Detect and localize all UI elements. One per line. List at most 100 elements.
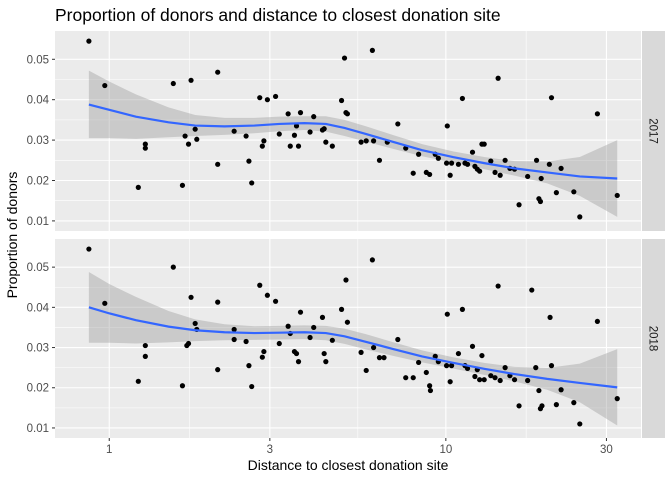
- data-point: [215, 367, 221, 373]
- data-point: [381, 355, 387, 361]
- data-point: [516, 403, 522, 409]
- data-point: [539, 403, 545, 409]
- data-point: [525, 173, 531, 180]
- y-tick-label: 0.02: [27, 175, 49, 187]
- data-point: [614, 192, 620, 199]
- facet-panels: 0.01 0.02 0.03 0.04 0.05 2017 0.01 0.02 0.03 0.04…: [27, 31, 665, 438]
- data-point: [102, 300, 108, 306]
- y-tick-label: 0.01: [27, 216, 49, 228]
- data-point: [577, 421, 583, 427]
- data-point: [443, 160, 450, 166]
- data-point: [307, 129, 313, 135]
- data-point: [264, 97, 270, 103]
- data-point: [338, 306, 345, 312]
- data-point: [553, 190, 559, 196]
- data-point: [215, 69, 221, 75]
- data-point: [497, 172, 503, 178]
- data-point: [276, 340, 282, 347]
- data-point: [243, 338, 249, 345]
- data-point: [577, 214, 583, 220]
- data-point: [427, 171, 433, 178]
- data-point: [341, 55, 348, 61]
- y-tick-label: 0.03: [27, 135, 49, 147]
- data-point: [495, 75, 501, 81]
- data-point: [287, 143, 293, 149]
- data-point: [194, 136, 200, 142]
- data-point: [307, 334, 313, 341]
- data-point: [477, 377, 483, 383]
- data-point: [571, 189, 577, 195]
- data-point: [338, 97, 345, 104]
- data-point: [261, 348, 267, 355]
- data-point: [492, 375, 498, 381]
- facet-strip-label: 2017: [647, 118, 659, 144]
- data-point: [170, 264, 176, 270]
- data-point: [395, 121, 401, 127]
- data-point: [548, 95, 555, 101]
- y-tick-label: 0.05: [27, 262, 49, 274]
- data-point: [188, 294, 194, 300]
- panel-background: [55, 31, 641, 231]
- data-point: [459, 95, 466, 102]
- data-point: [410, 375, 416, 381]
- data-point: [182, 133, 188, 139]
- data-point: [594, 111, 601, 117]
- data-point: [435, 155, 441, 161]
- data-point: [376, 157, 383, 163]
- data-point: [285, 111, 291, 117]
- data-point: [558, 165, 564, 171]
- data-point: [259, 143, 265, 149]
- y-tick-label: 0.04: [27, 302, 50, 314]
- data-point: [142, 353, 148, 359]
- data-point: [246, 158, 252, 164]
- data-point: [344, 111, 351, 117]
- data-point: [477, 168, 483, 174]
- data-point: [363, 138, 369, 144]
- data-point: [249, 180, 255, 186]
- data-point: [488, 158, 494, 164]
- data-point: [249, 383, 255, 390]
- data-point: [370, 138, 377, 144]
- data-point: [427, 387, 434, 394]
- data-point: [548, 363, 555, 369]
- y-tick-label: 0.03: [27, 343, 49, 355]
- data-point: [192, 320, 198, 327]
- data-point: [432, 353, 438, 359]
- data-point: [395, 336, 401, 343]
- data-point: [257, 95, 263, 101]
- x-axis: 1 3 10 30: [106, 438, 613, 456]
- facet-strip: [642, 31, 665, 231]
- data-point: [276, 131, 282, 137]
- x-tick-label: 3: [267, 444, 273, 456]
- data-point: [142, 145, 148, 151]
- smooth-line: [88, 306, 618, 389]
- data-point: [469, 343, 476, 349]
- data-point: [243, 133, 249, 139]
- facet-panel-2018: 0.01 0.02 0.03 0.04 0.05 2018: [27, 239, 665, 438]
- data-point: [488, 373, 494, 379]
- data-point: [594, 318, 601, 325]
- y-tick-label: 0.05: [27, 54, 49, 66]
- data-point: [264, 292, 270, 298]
- data-point: [533, 157, 540, 163]
- data-point: [547, 314, 553, 320]
- x-tick-label: 10: [439, 444, 452, 456]
- data-point: [231, 326, 237, 333]
- data-point: [231, 336, 237, 343]
- data-point: [538, 175, 544, 182]
- data-point: [447, 172, 453, 178]
- data-point: [455, 350, 462, 357]
- data-point: [444, 123, 450, 129]
- data-point: [472, 373, 478, 380]
- data-point: [179, 383, 186, 389]
- data-point: [135, 184, 141, 190]
- x-tick-label: 30: [600, 444, 613, 456]
- data-point: [261, 138, 267, 144]
- data-point: [102, 82, 108, 89]
- data-point: [416, 359, 422, 366]
- data-point: [285, 323, 291, 329]
- data-point: [369, 47, 375, 53]
- data-point: [537, 198, 544, 205]
- data-point: [291, 132, 298, 138]
